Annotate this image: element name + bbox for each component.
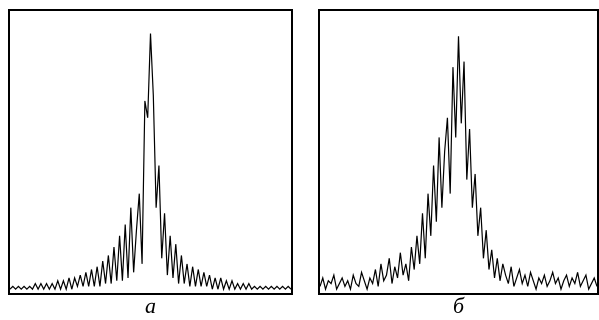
spectrum-line [319, 36, 598, 292]
panel-label: б [453, 293, 465, 318]
panel-frame [318, 9, 599, 295]
panel-frame [8, 9, 293, 295]
spectrum-line [9, 33, 292, 292]
panel-label: а [145, 293, 156, 318]
